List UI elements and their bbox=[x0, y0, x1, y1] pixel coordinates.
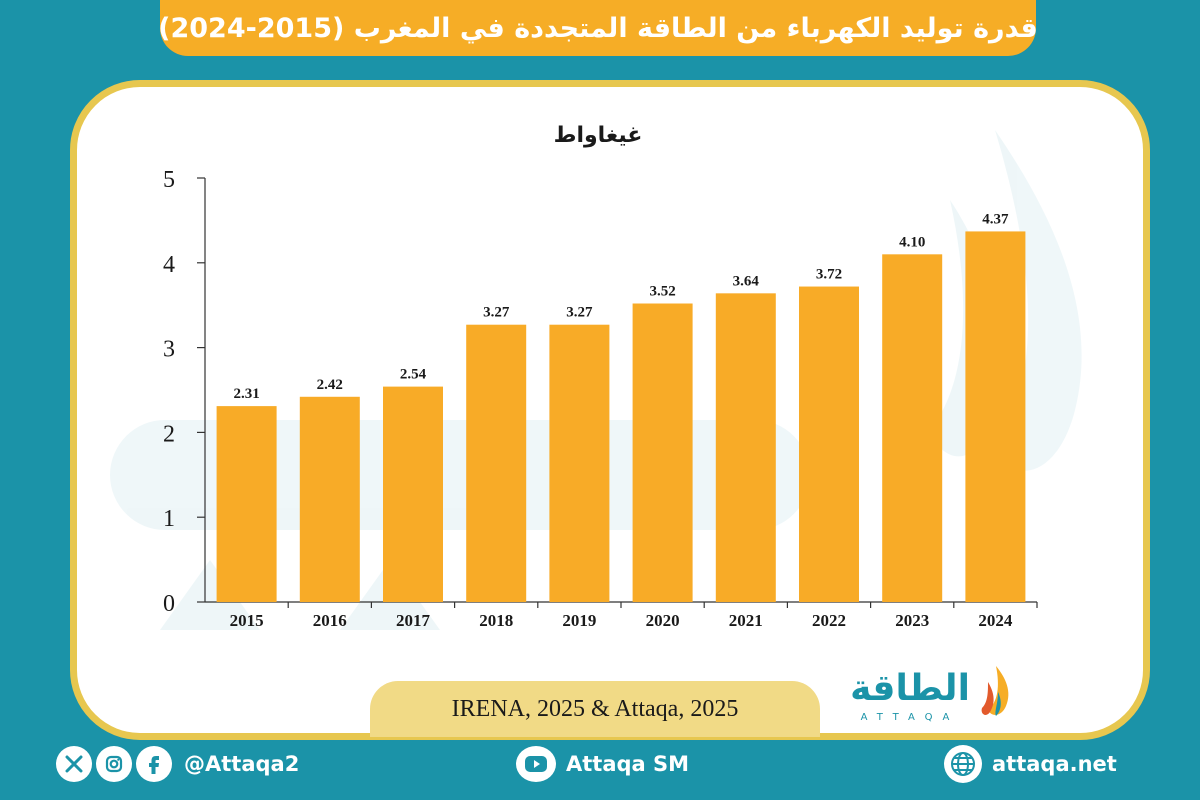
attaqa-logo: الطاقة ATTAQA bbox=[850, 666, 1009, 723]
data-label: 3.64 bbox=[733, 273, 760, 289]
globe-icon[interactable] bbox=[944, 745, 982, 783]
x-tick-label: 2018 bbox=[479, 611, 513, 630]
x-tick-label: 2015 bbox=[230, 611, 264, 630]
facebook-icon[interactable] bbox=[136, 746, 172, 782]
data-label: 4.10 bbox=[899, 234, 925, 250]
x-tick-label: 2023 bbox=[895, 611, 929, 630]
footer-youtube: Attaqa SM bbox=[516, 744, 689, 784]
bar bbox=[632, 303, 693, 602]
data-label: 3.27 bbox=[483, 305, 510, 321]
logo-latin: ATTAQA bbox=[861, 712, 960, 723]
data-label: 4.37 bbox=[982, 211, 1009, 227]
social-handle[interactable]: @Attaqa2 bbox=[184, 752, 300, 776]
y-tick-label: 5 bbox=[163, 167, 175, 193]
footer-website: attaqa.net bbox=[944, 744, 1117, 784]
bar bbox=[799, 286, 859, 602]
data-label: 3.27 bbox=[566, 305, 593, 321]
youtube-icon[interactable] bbox=[516, 746, 556, 782]
bar bbox=[299, 396, 360, 602]
data-label: 2.42 bbox=[317, 377, 343, 393]
y-tick-label: 2 bbox=[163, 421, 175, 447]
logo-arabic: الطاقة bbox=[850, 668, 970, 709]
bar bbox=[715, 293, 776, 602]
y-tick-label: 0 bbox=[163, 591, 175, 617]
x-tick-label: 2020 bbox=[646, 611, 680, 630]
chart-title: قدرة توليد الكهرباء من الطاقة المتجددة ف… bbox=[158, 12, 1038, 44]
footer-social: @Attaqa2 bbox=[56, 744, 299, 784]
data-label: 2.54 bbox=[400, 367, 427, 383]
x-tick-label: 2017 bbox=[396, 611, 431, 630]
x-tick-label: 2021 bbox=[729, 611, 763, 630]
y-tick-label: 4 bbox=[163, 252, 175, 278]
data-label: 3.52 bbox=[649, 284, 675, 300]
bar bbox=[549, 324, 610, 602]
x-tick-label: 2016 bbox=[313, 611, 347, 630]
bar bbox=[216, 406, 277, 602]
x-icon[interactable] bbox=[56, 746, 92, 782]
data-label: 2.31 bbox=[233, 386, 259, 402]
website-link[interactable]: attaqa.net bbox=[992, 752, 1117, 776]
y-tick-label: 3 bbox=[163, 337, 175, 363]
x-tick-label: 2022 bbox=[812, 611, 846, 630]
y-axis-label: غيغاواط bbox=[554, 123, 643, 148]
instagram-icon[interactable] bbox=[96, 746, 132, 782]
x-tick-label: 2024 bbox=[978, 611, 1013, 630]
bar bbox=[383, 386, 443, 602]
youtube-label[interactable]: Attaqa SM bbox=[566, 752, 690, 776]
bar bbox=[965, 231, 1026, 602]
source-pill: IRENA, 2025 & Attaqa, 2025 bbox=[370, 681, 820, 737]
bar bbox=[882, 254, 943, 602]
title-banner: قدرة توليد الكهرباء من الطاقة المتجددة ف… bbox=[158, 0, 1038, 56]
x-tick-label: 2019 bbox=[562, 611, 596, 630]
y-tick-label: 1 bbox=[163, 506, 175, 532]
source-text: IRENA, 2025 & Attaqa, 2025 bbox=[451, 695, 739, 722]
flame-icon bbox=[981, 666, 1009, 716]
bar bbox=[466, 324, 527, 602]
data-label: 3.72 bbox=[816, 267, 842, 283]
